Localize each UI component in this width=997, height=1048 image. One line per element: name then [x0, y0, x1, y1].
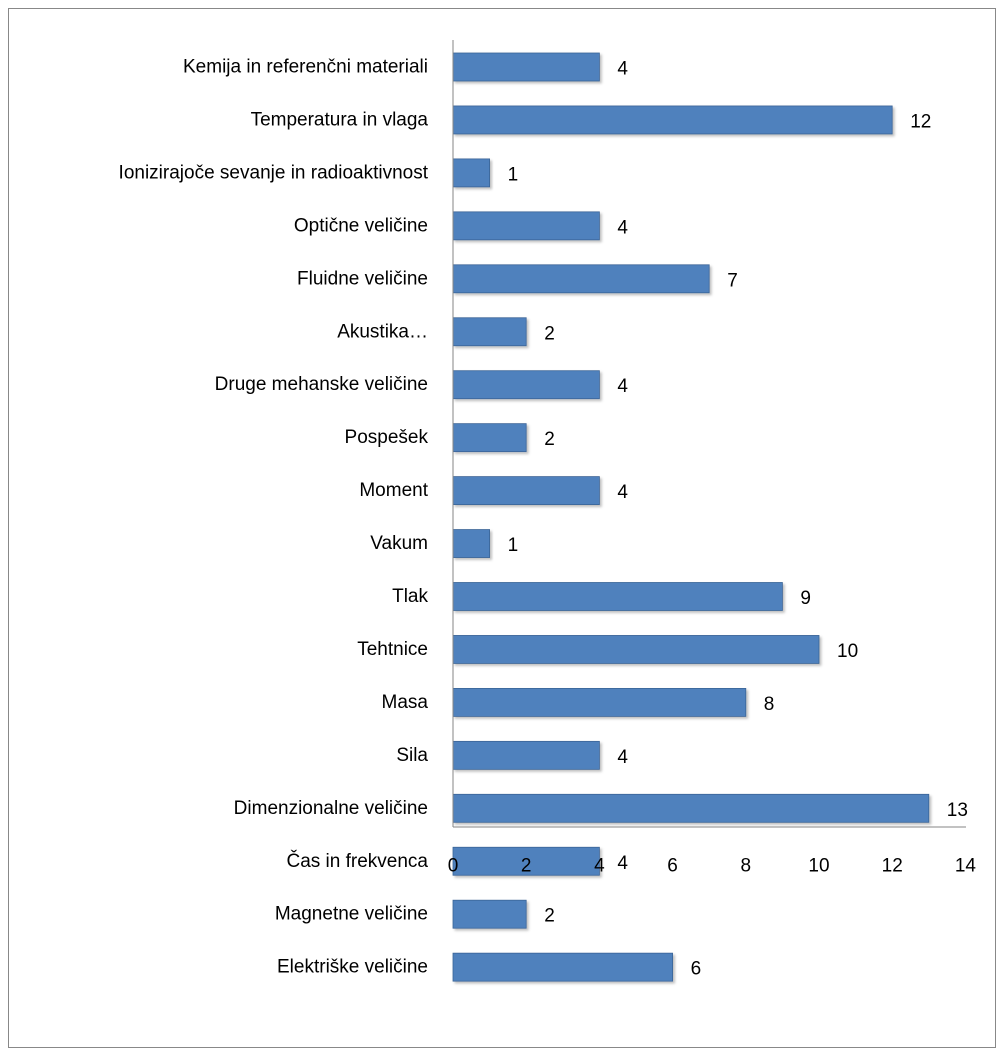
category-label: Optične veličine	[294, 215, 428, 236]
data-label: 1	[508, 164, 519, 185]
category-label: Ionizirajoče sevanje in radioaktivnost	[119, 162, 429, 183]
x-tick-label: 12	[882, 856, 903, 877]
data-label: 6	[691, 959, 702, 980]
category-label: Fluidne veličine	[297, 268, 428, 289]
category-label: Pospešek	[345, 427, 429, 448]
data-label: 4	[617, 217, 628, 238]
x-tick-label: 10	[808, 856, 829, 877]
bar	[452, 52, 600, 82]
category-label: Druge mehanske veličine	[215, 374, 428, 395]
category-label: Tlak	[392, 586, 428, 607]
data-label: 4	[617, 376, 628, 397]
data-label: 2	[544, 906, 555, 927]
bar	[452, 529, 490, 558]
bars-layer	[452, 52, 930, 982]
bar	[452, 635, 820, 664]
bar	[452, 740, 600, 770]
category-label: Temperatura in vlaga	[251, 109, 429, 130]
data-label: 13	[947, 800, 968, 821]
category-label: Masa	[382, 692, 429, 713]
bar	[452, 158, 490, 188]
category-label: Dimenzionalne veličine	[234, 798, 428, 819]
category-label: Vakum	[370, 533, 428, 554]
x-tick-label: 6	[667, 856, 678, 877]
bar	[452, 370, 600, 400]
bar	[452, 899, 527, 929]
bar	[452, 105, 893, 135]
x-tick-label: 4	[594, 856, 605, 877]
data-label: 1	[508, 535, 519, 556]
bar	[452, 423, 527, 453]
data-label: 9	[800, 588, 811, 609]
bar	[452, 952, 674, 982]
bar	[452, 582, 783, 611]
axes-layer	[452, 40, 966, 828]
data-label: 8	[764, 694, 775, 715]
bar	[452, 211, 600, 241]
category-label: Kemija in referenčni materiali	[183, 57, 428, 78]
data-label: 2	[544, 429, 555, 450]
data-label: 4	[617, 59, 628, 80]
data-label: 12	[910, 111, 931, 132]
category-label: Tehtnice	[357, 639, 428, 660]
data-label: 2	[544, 323, 555, 344]
x-tick-label: 8	[741, 856, 752, 877]
bar	[452, 846, 600, 876]
bar	[452, 476, 600, 506]
labels-layer: Kemija in referenčni materiali 4 Temperatu…	[119, 57, 977, 980]
category-label: Čas in frekvenca	[286, 850, 428, 872]
category-label: Akustika…	[337, 321, 428, 342]
data-label: 4	[617, 853, 628, 874]
data-label: 4	[617, 747, 628, 768]
data-label: 4	[617, 482, 628, 503]
category-label: Sila	[396, 745, 428, 766]
bar	[452, 264, 710, 294]
x-tick-label: 0	[448, 856, 459, 877]
category-label: Moment	[359, 480, 428, 501]
category-label: Elektriške veličine	[277, 957, 428, 978]
bar	[452, 317, 527, 347]
x-tick-label: 2	[521, 856, 532, 877]
data-label: 10	[837, 641, 858, 662]
bar	[452, 688, 747, 717]
data-label: 7	[727, 270, 738, 291]
category-label: Magnetne veličine	[275, 904, 428, 925]
bar	[452, 793, 930, 823]
x-tick-label: 14	[955, 856, 977, 877]
